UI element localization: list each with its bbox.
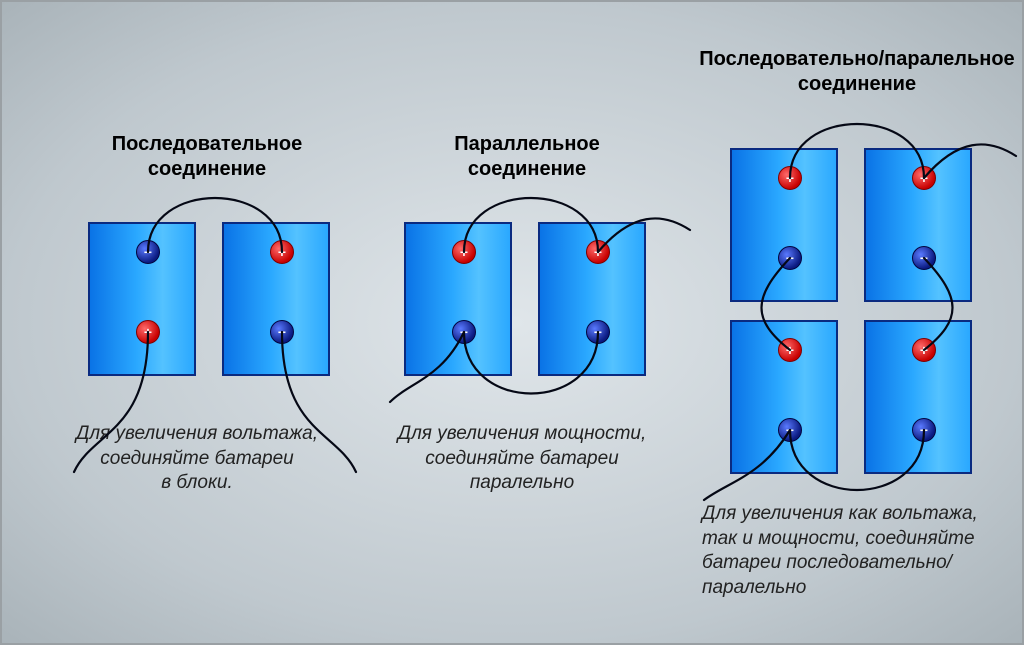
sp-battery-3-minus-terminal: −: [778, 418, 802, 442]
sp-caption-line4: паралельно: [702, 577, 806, 598]
sp-battery-4-minus-terminal: −: [912, 418, 936, 442]
sp-caption-line3: батареи последовательно/: [702, 552, 952, 573]
parallel-battery-2-plus-terminal: +: [586, 240, 610, 264]
parallel-battery-2-minus-terminal: −: [586, 320, 610, 344]
parallel-caption: Для увеличения мощности, соединяйте бата…: [372, 422, 672, 496]
series-caption-line1: Для увеличения вольтажа,: [76, 423, 318, 444]
series-parallel-title-line2: соединение: [798, 73, 916, 95]
parallel-battery-1-plus-terminal: +: [452, 240, 476, 264]
series-title-line2: соединение: [148, 158, 266, 180]
sp-battery-4-plus-terminal: +: [912, 338, 936, 362]
parallel-title-line1: Параллельное: [454, 133, 600, 155]
series-parallel-title: Последовательно/паралельное соединение: [692, 47, 1022, 97]
parallel-caption-line3: паралельно: [470, 472, 574, 493]
series-caption-line3: в блоки.: [161, 472, 233, 493]
series-caption-line2: соединяйте батареи: [100, 448, 293, 469]
series-battery-1-minus-terminal: −: [136, 240, 160, 264]
sp-battery-3-plus-terminal: +: [778, 338, 802, 362]
diagram-frame: Последовательное соединение Параллельное…: [0, 0, 1024, 645]
series-title-line1: Последовательное: [112, 133, 302, 155]
sp-caption-line2: так и мощности, соединяйте: [702, 528, 975, 549]
parallel-title: Параллельное соединение: [417, 132, 637, 182]
series-battery-1-plus-terminal: +: [136, 320, 160, 344]
sp-caption-line1: Для увеличения как вольтажа,: [702, 503, 978, 524]
series-battery-2-plus-terminal: +: [270, 240, 294, 264]
series-parallel-title-line1: Последовательно/паралельное: [699, 48, 1014, 70]
parallel-caption-line1: Для увеличения мощности,: [398, 423, 647, 444]
parallel-title-line2: соединение: [468, 158, 586, 180]
sp-battery-2-plus-terminal: +: [912, 166, 936, 190]
sp-battery-1-minus-terminal: −: [778, 246, 802, 270]
parallel-caption-line2: соединяйте батареи: [425, 448, 618, 469]
series-title: Последовательное соединение: [92, 132, 322, 182]
series-battery-2-minus-terminal: −: [270, 320, 294, 344]
sp-battery-2-minus-terminal: −: [912, 246, 936, 270]
series-parallel-caption: Для увеличения как вольтажа, так и мощно…: [702, 502, 1022, 601]
series-caption: Для увеличения вольтажа, соединяйте бата…: [42, 422, 352, 496]
sp-battery-1-plus-terminal: +: [778, 166, 802, 190]
parallel-battery-1-minus-terminal: −: [452, 320, 476, 344]
